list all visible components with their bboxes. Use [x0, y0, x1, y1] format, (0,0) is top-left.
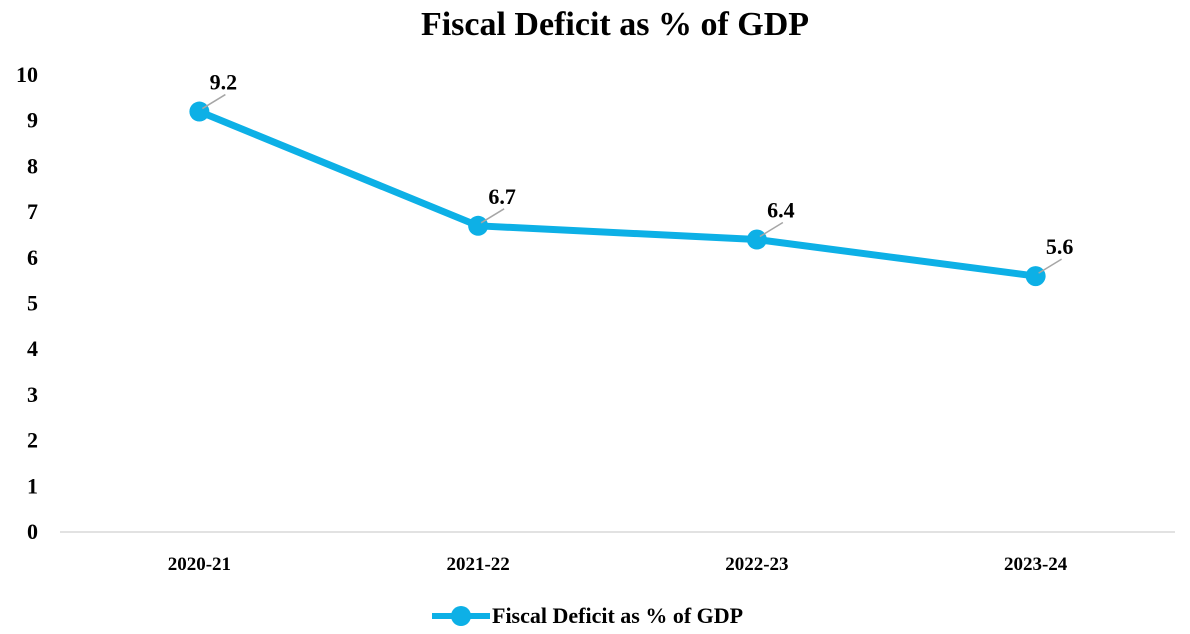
data-point	[189, 101, 210, 122]
data-label-leader	[1038, 258, 1063, 274]
y-tick-label: 3	[27, 382, 38, 407]
data-label-leader	[201, 93, 226, 110]
y-tick-label: 0	[27, 519, 38, 544]
x-tick-label: 2022-23	[725, 554, 788, 575]
y-tick-label: 9	[27, 108, 38, 133]
y-tick-label: 2	[27, 428, 38, 453]
y-tick-label: 7	[27, 199, 38, 224]
x-tick-label: 2020-21	[168, 554, 231, 575]
data-label: 6.4	[767, 198, 795, 223]
y-tick-label: 6	[27, 245, 38, 270]
series-line	[195, 108, 1040, 280]
y-tick-label: 5	[27, 291, 38, 316]
chart-title: Fiscal Deficit as % of GDP	[420, 6, 810, 43]
data-label-leader	[759, 221, 784, 238]
y-tick-label: 10	[16, 62, 38, 87]
legend: Fiscal Deficit as % of GDP	[430, 598, 743, 634]
legend-label: Fiscal Deficit as % of GDP	[492, 603, 744, 628]
data-label-leader	[480, 208, 505, 224]
y-tick-label: 8	[27, 153, 38, 178]
data-point	[468, 215, 489, 236]
data-label: 6.7	[488, 184, 516, 209]
x-tick-label: 2021-22	[446, 554, 509, 575]
x-axis-ticks: 2020-21 2021-22 2022-23 2023-24	[168, 554, 1068, 575]
data-point	[1025, 266, 1046, 287]
y-tick-label: 4	[27, 336, 38, 361]
data-point	[746, 229, 767, 250]
data-label: 9.2	[210, 70, 238, 95]
y-axis-ticks: 0 1 2 3 4 5 6 7 8 9 10	[16, 62, 38, 544]
data-labels: 9.2 6.7 6.4 5.6	[201, 70, 1074, 274]
legend-line-icon	[432, 606, 490, 626]
data-label: 5.6	[1046, 234, 1074, 259]
series-layer	[189, 101, 1046, 287]
y-tick-label: 1	[27, 473, 38, 498]
x-tick-label: 2023-24	[1004, 554, 1068, 575]
